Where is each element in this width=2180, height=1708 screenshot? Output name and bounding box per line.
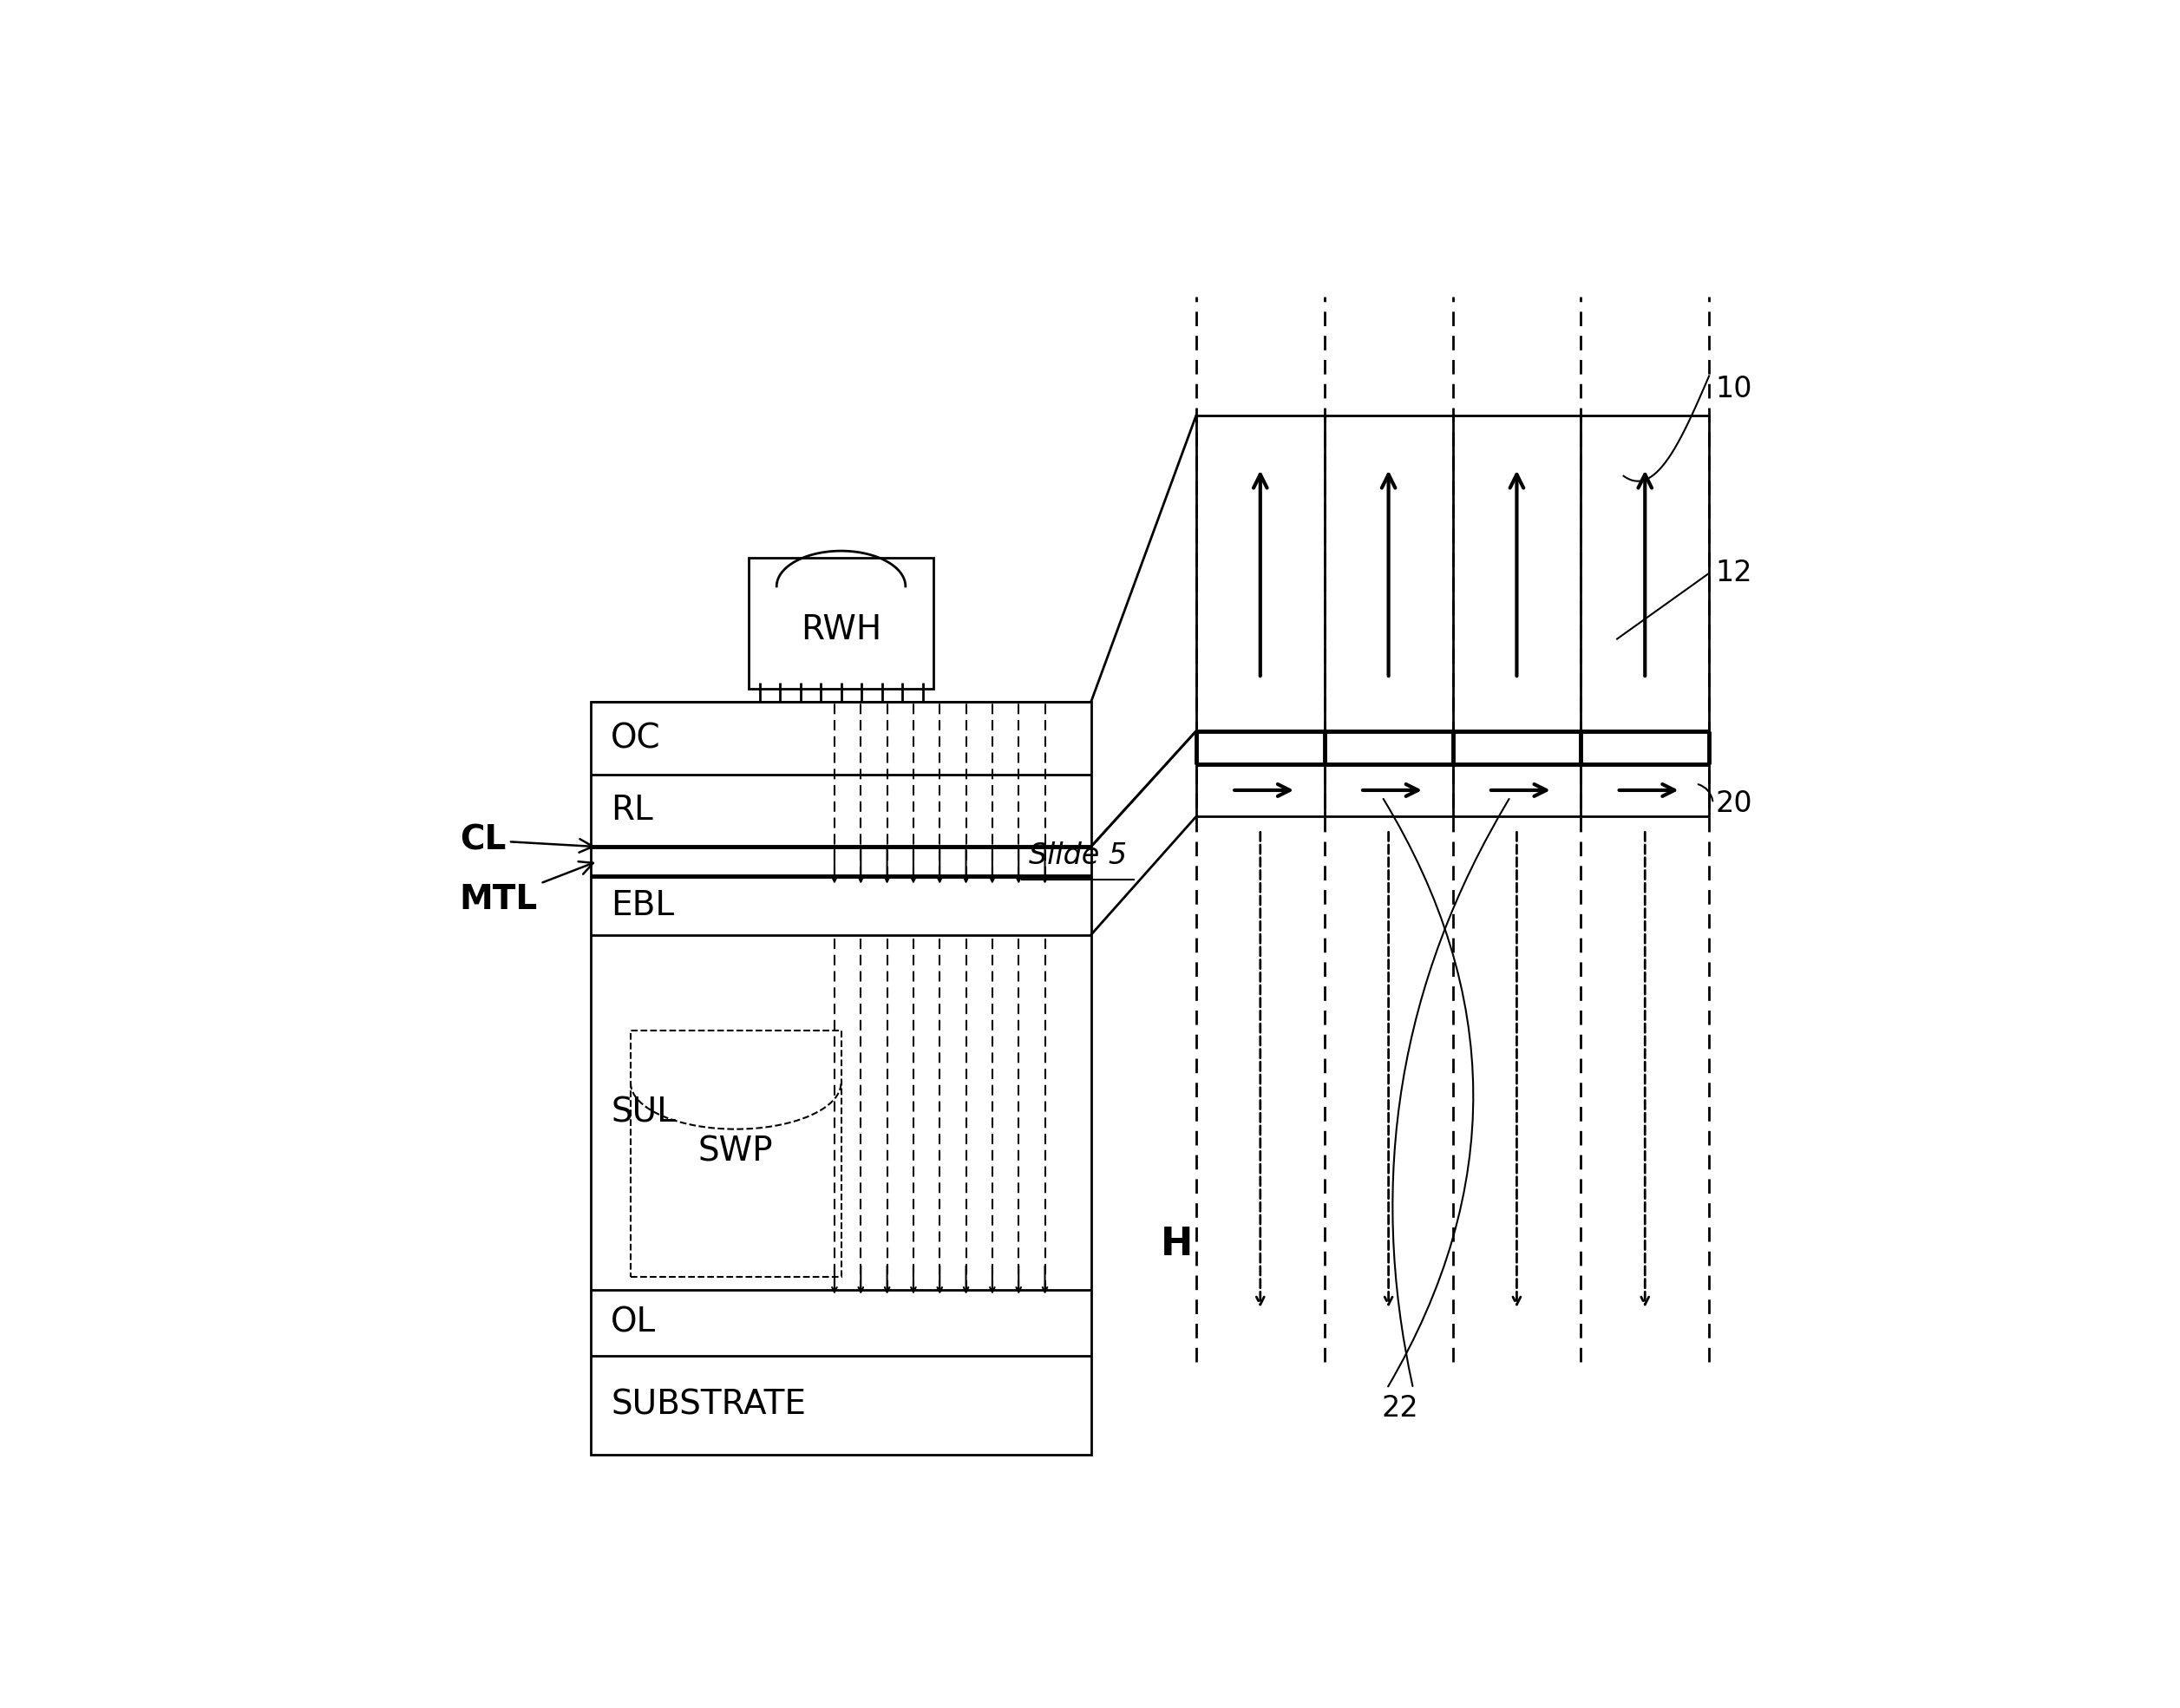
Text: SUL: SUL xyxy=(610,1097,676,1129)
Text: 10: 10 xyxy=(1716,374,1753,403)
Text: RWH: RWH xyxy=(800,613,881,646)
Bar xyxy=(1197,415,1709,731)
Bar xyxy=(630,1030,841,1278)
Text: 22: 22 xyxy=(1382,1394,1419,1423)
Bar xyxy=(1197,763,1709,816)
Text: 20: 20 xyxy=(1716,789,1753,818)
Text: EBL: EBL xyxy=(610,888,674,922)
Text: Slide 5: Slide 5 xyxy=(1029,842,1127,871)
Text: OC: OC xyxy=(610,722,661,755)
Text: 12: 12 xyxy=(1716,559,1753,588)
Text: SUBSTRATE: SUBSTRATE xyxy=(610,1389,807,1421)
Text: MTL: MTL xyxy=(460,861,593,915)
Bar xyxy=(750,557,933,688)
Text: CL: CL xyxy=(460,823,593,857)
Text: H: H xyxy=(1160,1225,1192,1262)
Text: RL: RL xyxy=(610,794,654,827)
Text: OL: OL xyxy=(610,1307,656,1339)
Text: SWP: SWP xyxy=(698,1136,774,1168)
Bar xyxy=(591,702,1090,1455)
